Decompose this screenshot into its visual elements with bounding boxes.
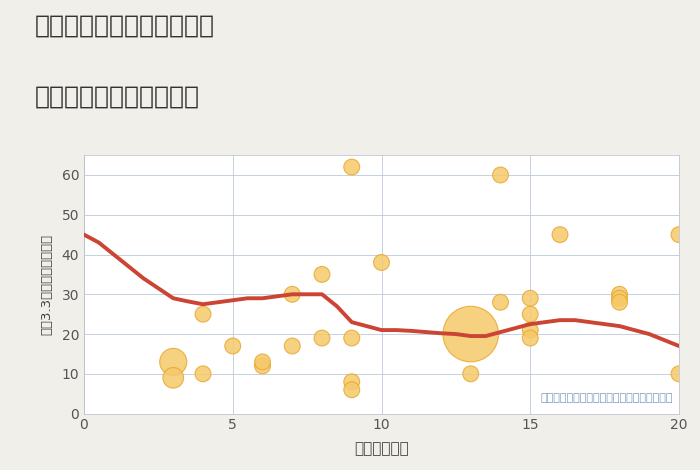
Point [346, 163, 357, 171]
Point [525, 326, 536, 334]
Point [673, 231, 685, 238]
Point [346, 334, 357, 342]
Point [168, 374, 179, 382]
Point [525, 334, 536, 342]
Point [227, 342, 238, 350]
Point [346, 386, 357, 393]
Point [197, 310, 209, 318]
Y-axis label: 坪（3.3㎡）単価（万円）: 坪（3.3㎡）単価（万円） [40, 234, 53, 335]
Point [495, 298, 506, 306]
Point [257, 358, 268, 366]
Point [287, 342, 298, 350]
Point [465, 370, 476, 377]
Point [554, 231, 566, 238]
Point [525, 310, 536, 318]
Point [257, 362, 268, 369]
Point [316, 271, 328, 278]
Point [614, 290, 625, 298]
Point [465, 330, 476, 338]
Text: 円の大きさは、取引のあった物件面積を示す: 円の大きさは、取引のあった物件面積を示す [540, 393, 673, 403]
Point [316, 334, 328, 342]
Point [168, 358, 179, 366]
Point [673, 370, 685, 377]
Point [525, 295, 536, 302]
Text: 兵庫県豊岡市出石町中村の: 兵庫県豊岡市出石町中村の [35, 14, 215, 38]
Text: 駅距離別中古戸建て価格: 駅距離別中古戸建て価格 [35, 85, 200, 109]
Point [495, 171, 506, 179]
Point [376, 258, 387, 266]
Point [287, 290, 298, 298]
X-axis label: 駅距離（分）: 駅距離（分） [354, 441, 409, 456]
Point [197, 370, 209, 377]
Point [614, 298, 625, 306]
Point [346, 378, 357, 385]
Point [614, 295, 625, 302]
